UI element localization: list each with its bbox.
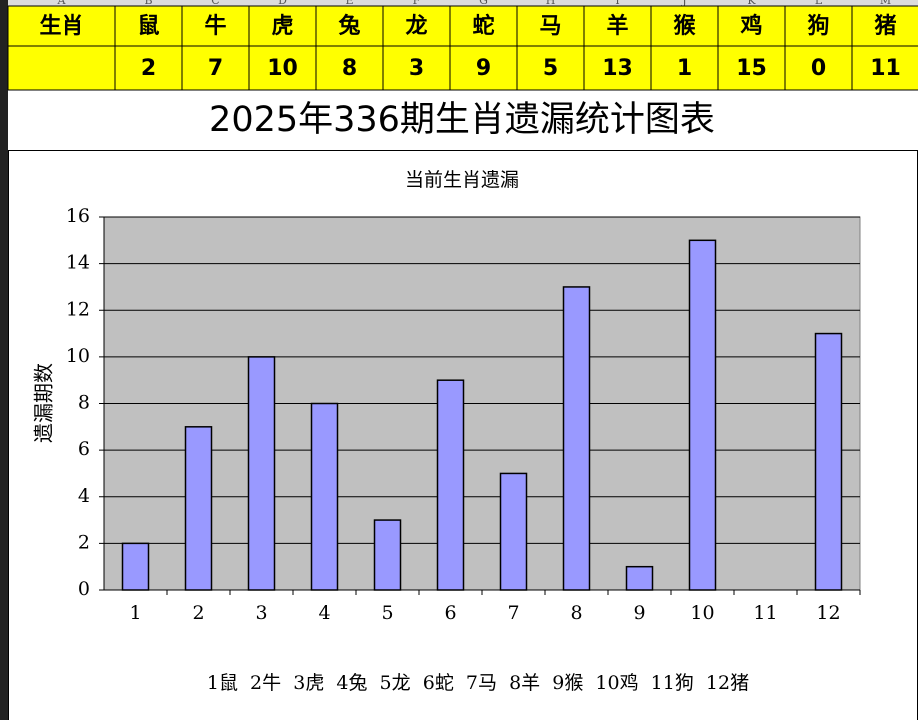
chart-title: 当前生肖遗漏	[405, 169, 519, 191]
x-tick-label: 4	[318, 602, 330, 624]
x-tick-label: 2	[192, 602, 204, 624]
value-cell: 13	[602, 56, 633, 81]
column-header-strip	[8, 0, 918, 6]
column-letter: B	[144, 0, 152, 7]
row-header-strip	[0, 0, 8, 720]
value-cell: 2	[141, 56, 156, 81]
y-tick-label: 6	[78, 438, 90, 460]
header-cell: 生肖	[39, 13, 83, 39]
value-cell: 5	[543, 56, 558, 81]
bar	[310, 402, 339, 591]
header-cell: 龙	[405, 13, 427, 39]
x-tick-label: 6	[444, 602, 456, 624]
header-cell: 兔	[338, 13, 360, 39]
y-tick-label: 16	[66, 205, 90, 227]
value-cell: 15	[736, 56, 767, 81]
header-cell: 鸡	[739, 13, 762, 39]
column-letter: H	[546, 0, 556, 7]
bar	[373, 519, 402, 591]
y-tick-label: 12	[66, 298, 90, 320]
y-tick-label: 2	[78, 531, 90, 553]
column-letter: C	[211, 0, 219, 7]
value-cell: 8	[342, 56, 357, 81]
x-tick-label: 5	[381, 602, 393, 624]
x-tick-label: 1	[129, 602, 141, 624]
column-letter: K	[747, 0, 756, 7]
x-tick-label: 11	[753, 602, 777, 624]
value-cell: 9	[476, 56, 491, 81]
value-cell: 0	[811, 56, 826, 81]
bar	[121, 542, 150, 591]
x-tick-label: 12	[816, 602, 840, 624]
x-tick-label: 8	[570, 602, 582, 624]
header-cell: 虎	[271, 13, 293, 39]
x-tick-label: 9	[633, 602, 645, 624]
column-letter: D	[278, 0, 287, 7]
value-cell: 3	[409, 56, 424, 81]
value-cell: 7	[208, 56, 223, 81]
bar	[688, 239, 717, 591]
column-letter: F	[413, 0, 421, 7]
y-tick-label: 4	[78, 485, 90, 507]
x-tick-label: 10	[690, 602, 714, 624]
column-letter: I	[615, 0, 619, 7]
y-tick-label: 10	[66, 345, 90, 367]
bar	[562, 286, 591, 591]
header-cell: 鼠	[137, 13, 159, 39]
banner-title: 2025年336期生肖遗漏统计图表	[209, 100, 715, 140]
bar	[499, 472, 528, 591]
yellow-rows	[8, 6, 918, 90]
bar	[436, 379, 465, 591]
y-tick-label: 14	[66, 252, 90, 274]
value-cell: 10	[267, 56, 298, 81]
y-axis-title: 遗漏期数	[32, 363, 56, 443]
column-letter: L	[815, 0, 823, 7]
y-tick-label: 0	[78, 578, 90, 600]
footnote: 1鼠 2牛 3虎 4兔 5龙 6蛇 7马 8羊 9猴 10鸡 11狗 12猪	[207, 672, 749, 694]
header-cell: 蛇	[472, 13, 494, 39]
y-tick-label: 8	[78, 392, 90, 414]
column-letter: M	[880, 0, 891, 7]
column-letter: G	[479, 0, 488, 7]
value-cell: 11	[870, 56, 901, 81]
bar	[247, 356, 276, 591]
header-cell: 马	[539, 13, 561, 39]
header-cell: 狗	[807, 13, 829, 39]
header-cell: 猴	[673, 13, 696, 39]
column-letter: A	[57, 0, 67, 7]
bar	[814, 332, 843, 591]
header-cell: 羊	[606, 13, 628, 39]
column-letter: E	[345, 0, 353, 7]
header-cell: 猪	[874, 13, 896, 39]
bar	[184, 426, 213, 591]
column-letter: J	[681, 0, 686, 7]
bar	[625, 565, 654, 591]
x-tick-label: 7	[507, 602, 519, 624]
value-cell: 1	[677, 56, 692, 81]
x-tick-label: 3	[255, 602, 267, 624]
header-cell: 牛	[204, 13, 226, 39]
